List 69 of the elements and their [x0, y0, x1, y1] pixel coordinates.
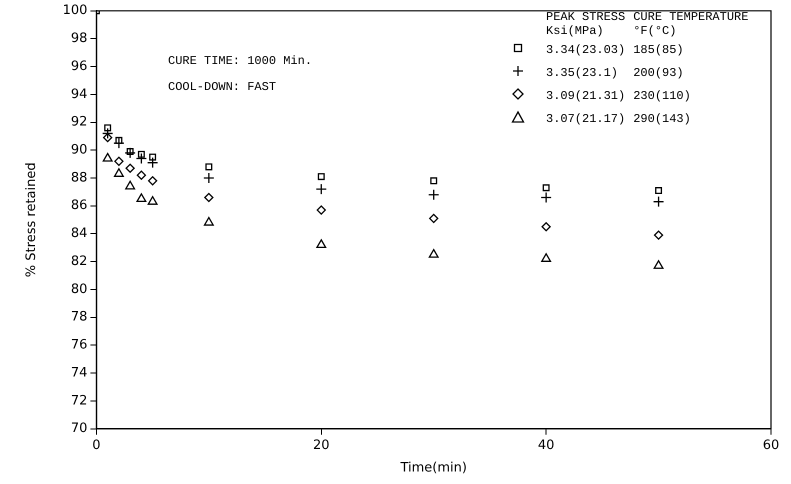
point — [429, 214, 438, 224]
annotation: COOL-DOWN: FAST — [168, 79, 278, 96]
point — [102, 152, 113, 162]
point — [204, 192, 214, 202]
point — [148, 196, 158, 205]
text: PEAK STRESS CURE TEMPERATURE Ksi(MPa) °F(°C) — [546, 10, 748, 38]
point — [114, 156, 124, 166]
point — [541, 253, 552, 262]
x-tick-label: 20 — [313, 438, 330, 453]
y-tick-label: 82 — [70, 254, 88, 269]
point — [148, 176, 158, 186]
y-tick-label: 78 — [70, 310, 88, 325]
y-tick-label: 92 — [70, 114, 88, 130]
point — [204, 216, 214, 226]
y-tick-label: 72 — [70, 393, 88, 408]
point — [114, 168, 124, 177]
point — [104, 124, 112, 132]
point — [428, 248, 439, 258]
y-tick-label: 94 — [70, 86, 88, 102]
point — [124, 147, 136, 159]
legend-label: 3.07(21.17) 290(143) — [546, 110, 692, 128]
point — [136, 152, 148, 164]
point — [540, 192, 552, 204]
y-tick-label: 80 — [70, 282, 88, 297]
point — [125, 180, 136, 190]
point — [654, 230, 664, 240]
point — [125, 164, 135, 173]
y-tick-label: 84 — [70, 226, 88, 242]
point — [203, 172, 214, 184]
point — [428, 189, 440, 200]
point — [149, 154, 156, 161]
x-tick-label: 60 — [762, 438, 780, 453]
y-tick-label: 86 — [70, 198, 88, 214]
y-axis-title: % Stress retained — [24, 162, 40, 278]
point — [655, 187, 662, 194]
point — [138, 150, 145, 158]
point — [146, 157, 158, 168]
x-axis-title: Time(min) — [399, 460, 467, 476]
annotation: CURE TIME: 1000 Min. — [168, 53, 312, 70]
point — [316, 183, 327, 195]
y-tick-label: 100 — [62, 3, 88, 18]
point — [654, 260, 664, 269]
point — [316, 239, 326, 248]
legend-label: 3.09(21.31) 230(110) — [546, 88, 692, 104]
point — [430, 177, 438, 184]
legend-label: 3.34(23.03) 185(85) — [546, 42, 685, 58]
point — [115, 136, 122, 144]
y-tick-label: 76 — [70, 338, 88, 353]
point — [652, 196, 664, 208]
text: 3.35(23.1) 200(93) — [546, 66, 684, 80]
point — [318, 173, 325, 180]
y-tick-label: 96 — [70, 58, 88, 74]
point — [113, 138, 125, 149]
point — [103, 132, 112, 142]
point — [542, 184, 550, 192]
y-tick-label: 88 — [70, 170, 88, 186]
y-tick-label: 74 — [70, 365, 88, 380]
point — [126, 148, 134, 156]
y-tick-label: 70 — [70, 421, 88, 436]
point — [541, 222, 551, 232]
x-tick-label: 40 — [538, 438, 554, 453]
point — [205, 163, 212, 170]
y-tick-label: 90 — [70, 142, 88, 158]
point — [316, 205, 326, 215]
x-tick-label: 0 — [92, 438, 101, 453]
point — [136, 193, 146, 202]
point — [102, 128, 114, 140]
y-tick-label: 98 — [70, 31, 88, 46]
point — [136, 170, 146, 180]
